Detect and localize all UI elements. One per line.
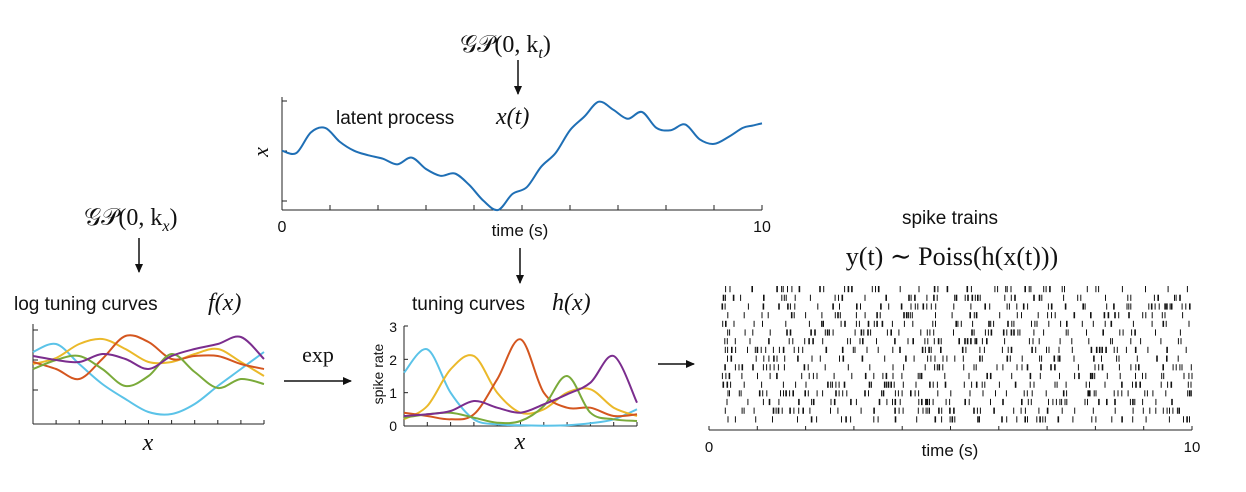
log-tuning-xlabel: x [142,430,154,456]
latent-title-math: x(t) [495,104,529,130]
spikes-axes [708,426,1193,431]
latent-ylabel: x [248,147,273,158]
tuning-ytick-1: 1 [389,385,397,401]
tuning-ytick-2: 2 [389,352,397,368]
tuning-ylabel: spike rate [370,343,386,404]
tuning-curve-green [403,375,638,425]
log-curve-orange [32,334,265,381]
tuning-curve-purple [403,354,638,417]
left-gp-prior-label: 𝒢𝒫(0, kx) [84,205,178,235]
latent-title: latent process [336,108,454,129]
spikes-xtick-10: 10 [1184,439,1201,456]
log-curve-blue [32,342,265,416]
log-curve-green [32,353,265,390]
spikes-xtick-0: 0 [705,439,713,456]
tuning-curve-orange [403,338,638,421]
log-tuning-curves [32,334,265,416]
spikes-formula: y(t) ∼ Poiss(h(x(t))) [846,242,1058,271]
spikes-xlabel: time (s) [922,441,979,460]
exp-label: exp [302,342,334,367]
tuning-title: tuning curves [412,294,525,315]
tuning-ytick-0: 0 [389,418,397,434]
tuning-ytick-3: 3 [389,319,397,335]
log-curve-yellow [32,337,265,377]
tuning-title-math: h(x) [552,290,591,316]
spike-raster [721,286,1193,423]
log-tuning-title: log tuning curves [14,294,158,315]
tuning-xlabel: x [514,429,526,455]
latent-axes [281,97,763,211]
latent-xtick-0: 0 [278,219,287,236]
log-tuning-title-math: f(x) [208,290,241,316]
latent-xtick-10: 10 [753,219,771,236]
tuning-curves [403,338,638,427]
spikes-title: spike trains [902,208,998,229]
latent-xlabel: time (s) [492,221,549,240]
latent-process-line [281,100,763,212]
log-curve-purple [32,335,265,370]
top-gp-prior-label: 𝒢𝒫(0, kt) [460,32,551,62]
log-tuning-axes [32,324,265,425]
